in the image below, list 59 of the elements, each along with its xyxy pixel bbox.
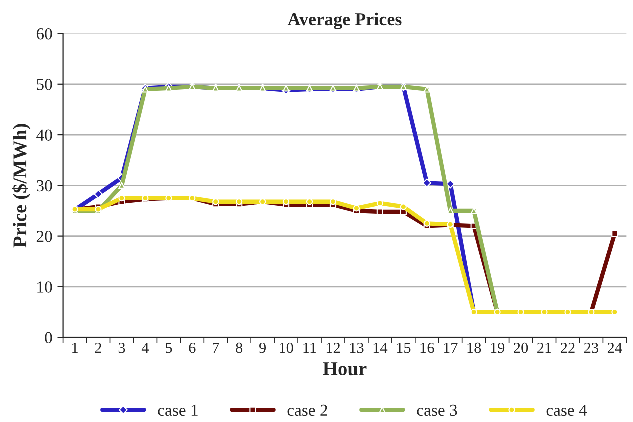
point <box>118 182 126 189</box>
point <box>376 208 384 216</box>
point <box>166 85 172 92</box>
x-tick-label: 18 <box>468 342 482 354</box>
x-tick-label: 17 <box>444 342 458 354</box>
x-tick-label: 2 <box>95 342 102 354</box>
point <box>283 85 290 92</box>
y-tick-label: 30 <box>37 180 52 192</box>
point <box>118 195 126 202</box>
x-tick-label: 8 <box>236 342 243 354</box>
point <box>400 204 407 210</box>
point <box>283 198 290 206</box>
point <box>470 208 478 214</box>
x-tick-label: 24 <box>608 342 622 354</box>
x-tick-label: 13 <box>350 342 364 354</box>
x-tick-label: 10 <box>280 342 294 354</box>
point <box>330 85 337 92</box>
y-tick-label: 20 <box>36 231 52 242</box>
point <box>306 198 314 206</box>
x-tick-label: 19 <box>491 342 505 354</box>
point <box>212 198 220 206</box>
x-axis-title: Hour <box>323 362 367 376</box>
point <box>353 205 360 212</box>
point <box>353 85 360 92</box>
x-tick-label: 5 <box>166 343 172 354</box>
x-tick-label: 12 <box>326 342 340 354</box>
point <box>424 220 430 227</box>
x-tick-label: 16 <box>420 342 434 354</box>
point <box>424 86 430 93</box>
x-tick-label: 15 <box>397 342 411 354</box>
x-tick-label: 9 <box>260 342 266 354</box>
y-tick-label: 50 <box>37 79 52 90</box>
x-tick-label: 21 <box>538 342 552 354</box>
x-tick-label: 4 <box>142 343 150 354</box>
point <box>142 86 149 93</box>
x-tick-label: 20 <box>514 342 528 354</box>
y-tick-label: 0 <box>45 332 52 344</box>
point <box>376 200 384 207</box>
y-tick-label: 40 <box>36 130 52 141</box>
point <box>330 198 337 206</box>
legend-label: case 2 <box>288 404 328 416</box>
y-tick-label: 60 <box>36 28 52 40</box>
point <box>94 190 103 199</box>
x-tick-label: 6 <box>189 342 196 354</box>
legend-label: case 3 <box>417 404 458 416</box>
point <box>236 198 243 206</box>
y-tick-label: 10 <box>38 282 52 293</box>
x-tick-label: 7 <box>213 343 220 354</box>
x-tick-label: 3 <box>118 342 126 354</box>
chart-title: Average Prices <box>288 12 402 30</box>
legend-label: case 1 <box>158 404 198 416</box>
legend-label: case 4 <box>546 404 588 416</box>
x-tick-label: 1 <box>72 342 78 354</box>
x-tick-label: 11 <box>304 342 316 354</box>
x-tick-label: 22 <box>561 342 575 354</box>
point <box>306 85 314 92</box>
y-axis-title: Price ($/MWh) <box>12 124 31 248</box>
x-tick-label: 14 <box>374 342 388 354</box>
x-tick-label: 23 <box>584 342 598 354</box>
